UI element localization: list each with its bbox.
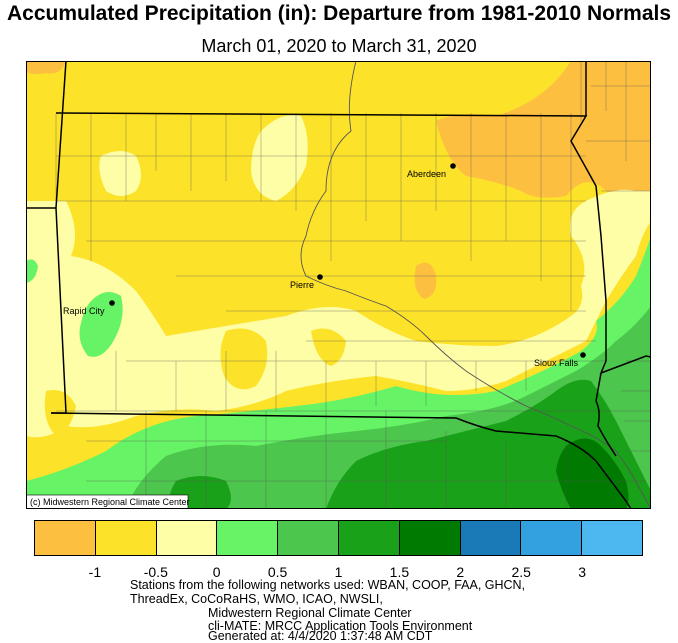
county-lines <box>55 61 651 509</box>
copyright-box <box>26 494 189 509</box>
state-borders <box>26 61 651 509</box>
legend-swatch <box>338 521 400 555</box>
date-range-subtitle: March 01, 2020 to March 31, 2020 <box>201 36 477 56</box>
shade-yellow-island1 <box>220 328 268 390</box>
shade-green-rapid <box>79 292 123 357</box>
shade-yellow-island2 <box>311 328 346 366</box>
city-label-sioux-falls: Sioux Falls <box>534 358 579 368</box>
legend-swatch <box>278 521 339 555</box>
footer-networks-line2: ThreadEx, CoCoRaHS, WMO, ICAO, NWSLI, <box>130 592 383 606</box>
legend-swatch <box>156 521 218 555</box>
legend-swatch <box>35 521 96 555</box>
map-frame <box>26 61 651 509</box>
shade-orange-spot <box>414 262 437 299</box>
footer-mrcc: Midwestern Regional Climate Center <box>208 606 412 620</box>
footer-climate-tool: cli-MATE: MRCC Application Tools Environ… <box>208 619 473 633</box>
legend-tick-label: 2.5 <box>511 564 531 580</box>
shade-orange-small <box>26 61 66 75</box>
shade-lightyellow-north <box>251 115 308 201</box>
copyright-text: (c) Midwestern Regional Climate Center <box>30 497 190 507</box>
footer-generated: Generated at: 4/4/2020 1:37:48 AM CDT <box>208 629 433 643</box>
legend-tick-label: -1 <box>88 564 102 580</box>
precipitation-map: Aberdeen Pierre Rapid City Sioux Falls (… <box>26 61 651 509</box>
city-label-pierre: Pierre <box>290 280 314 290</box>
legend-swatch <box>460 521 522 555</box>
shade-green-sw <box>26 259 38 283</box>
missouri-river <box>300 61 651 509</box>
legend-tick-label: 0.5 <box>267 564 288 580</box>
shade-lightyellow-west <box>26 189 651 438</box>
legend-tick-label: 1.5 <box>389 564 410 580</box>
legend-swatch <box>582 521 642 555</box>
city-dot-sioux-falls <box>580 352 586 358</box>
shade-yellow-island3 <box>445 309 476 339</box>
legend-tick-label: -0.5 <box>143 564 168 580</box>
legend-tick-label: 0 <box>212 564 221 580</box>
legend-swatch <box>217 521 279 555</box>
legend-swatch <box>521 521 583 555</box>
city-label-aberdeen: Aberdeen <box>407 169 446 179</box>
legend-tick-label: 1 <box>334 564 343 580</box>
city-label-rapid-city: Rapid City <box>63 306 105 316</box>
map-title: Accumulated Precipitation (in): Departur… <box>6 2 672 25</box>
legend-tick-label: 2 <box>456 564 465 580</box>
city-dot-aberdeen <box>450 163 456 169</box>
city-dot-rapid-city <box>109 300 115 306</box>
legend-swatch <box>399 521 461 555</box>
color-legend <box>34 520 643 556</box>
city-dot-pierre <box>317 274 323 280</box>
legend-tick-label: 3 <box>578 564 586 580</box>
footer-networks-line1: Stations from the following networks use… <box>130 578 526 592</box>
shade-xgreen <box>556 438 629 509</box>
shade-orange-ne <box>436 61 651 201</box>
legend-swatch <box>95 521 157 555</box>
shade-lightyellow-nw <box>99 151 141 196</box>
